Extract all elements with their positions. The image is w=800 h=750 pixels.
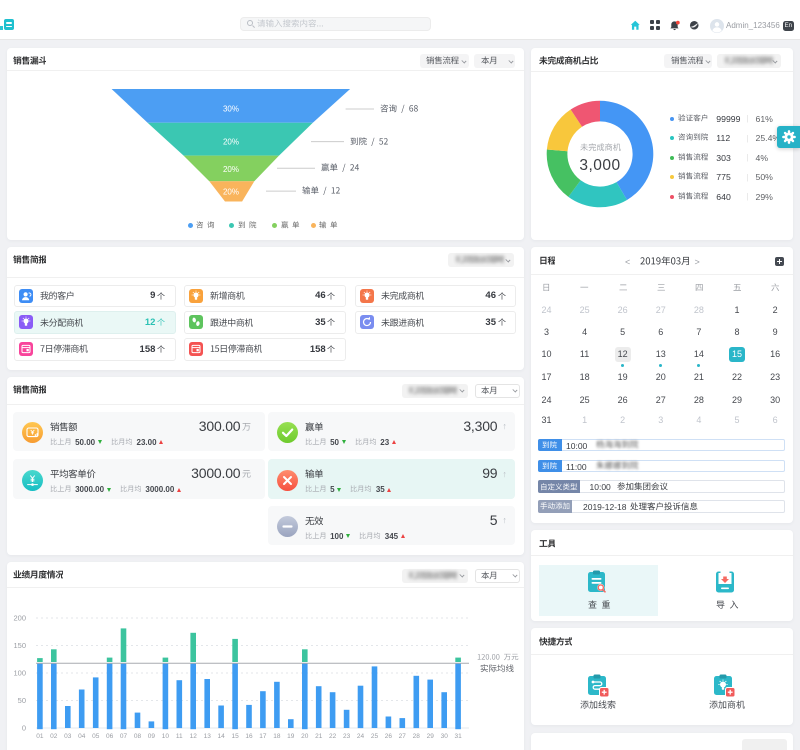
svg-text:30%: 30% — [223, 105, 239, 114]
svg-text:19: 19 — [287, 733, 295, 740]
svg-text:50: 50 — [18, 696, 26, 705]
svg-text:13: 13 — [204, 733, 212, 740]
svg-text:16: 16 — [245, 733, 253, 740]
svg-text:0: 0 — [22, 724, 26, 733]
svg-text:20: 20 — [301, 733, 309, 740]
svg-text:11: 11 — [176, 733, 183, 740]
svg-text:26: 26 — [385, 733, 393, 740]
svg-text:30: 30 — [441, 733, 449, 740]
svg-text:03: 03 — [64, 733, 72, 740]
svg-text:20%: 20% — [223, 165, 239, 174]
svg-text:04: 04 — [78, 733, 86, 740]
svg-text:29: 29 — [427, 733, 435, 740]
svg-text:14: 14 — [217, 733, 225, 740]
svg-text:28: 28 — [413, 733, 421, 740]
svg-text:20%: 20% — [223, 188, 239, 197]
svg-text:25: 25 — [371, 733, 379, 740]
svg-text:09: 09 — [148, 733, 156, 740]
svg-text:100: 100 — [13, 669, 26, 678]
svg-text:10: 10 — [162, 733, 170, 740]
svg-text:17: 17 — [259, 733, 267, 740]
svg-text:05: 05 — [92, 733, 100, 740]
svg-text:23: 23 — [343, 733, 351, 740]
svg-text:27: 27 — [399, 733, 407, 740]
svg-text:22: 22 — [329, 733, 337, 740]
svg-text:01: 01 — [36, 733, 44, 740]
svg-text:02: 02 — [50, 733, 58, 740]
svg-text:150: 150 — [13, 641, 26, 650]
svg-text:07: 07 — [120, 733, 128, 740]
svg-text:06: 06 — [106, 733, 114, 740]
svg-text:20%: 20% — [223, 138, 239, 147]
svg-text:18: 18 — [273, 733, 281, 740]
svg-text:08: 08 — [134, 733, 142, 740]
svg-text:31: 31 — [454, 733, 462, 740]
svg-text:24: 24 — [357, 733, 365, 740]
svg-text:15: 15 — [231, 733, 239, 740]
svg-text:21: 21 — [315, 733, 323, 740]
svg-text:12: 12 — [190, 733, 198, 740]
svg-text:200: 200 — [13, 614, 26, 623]
